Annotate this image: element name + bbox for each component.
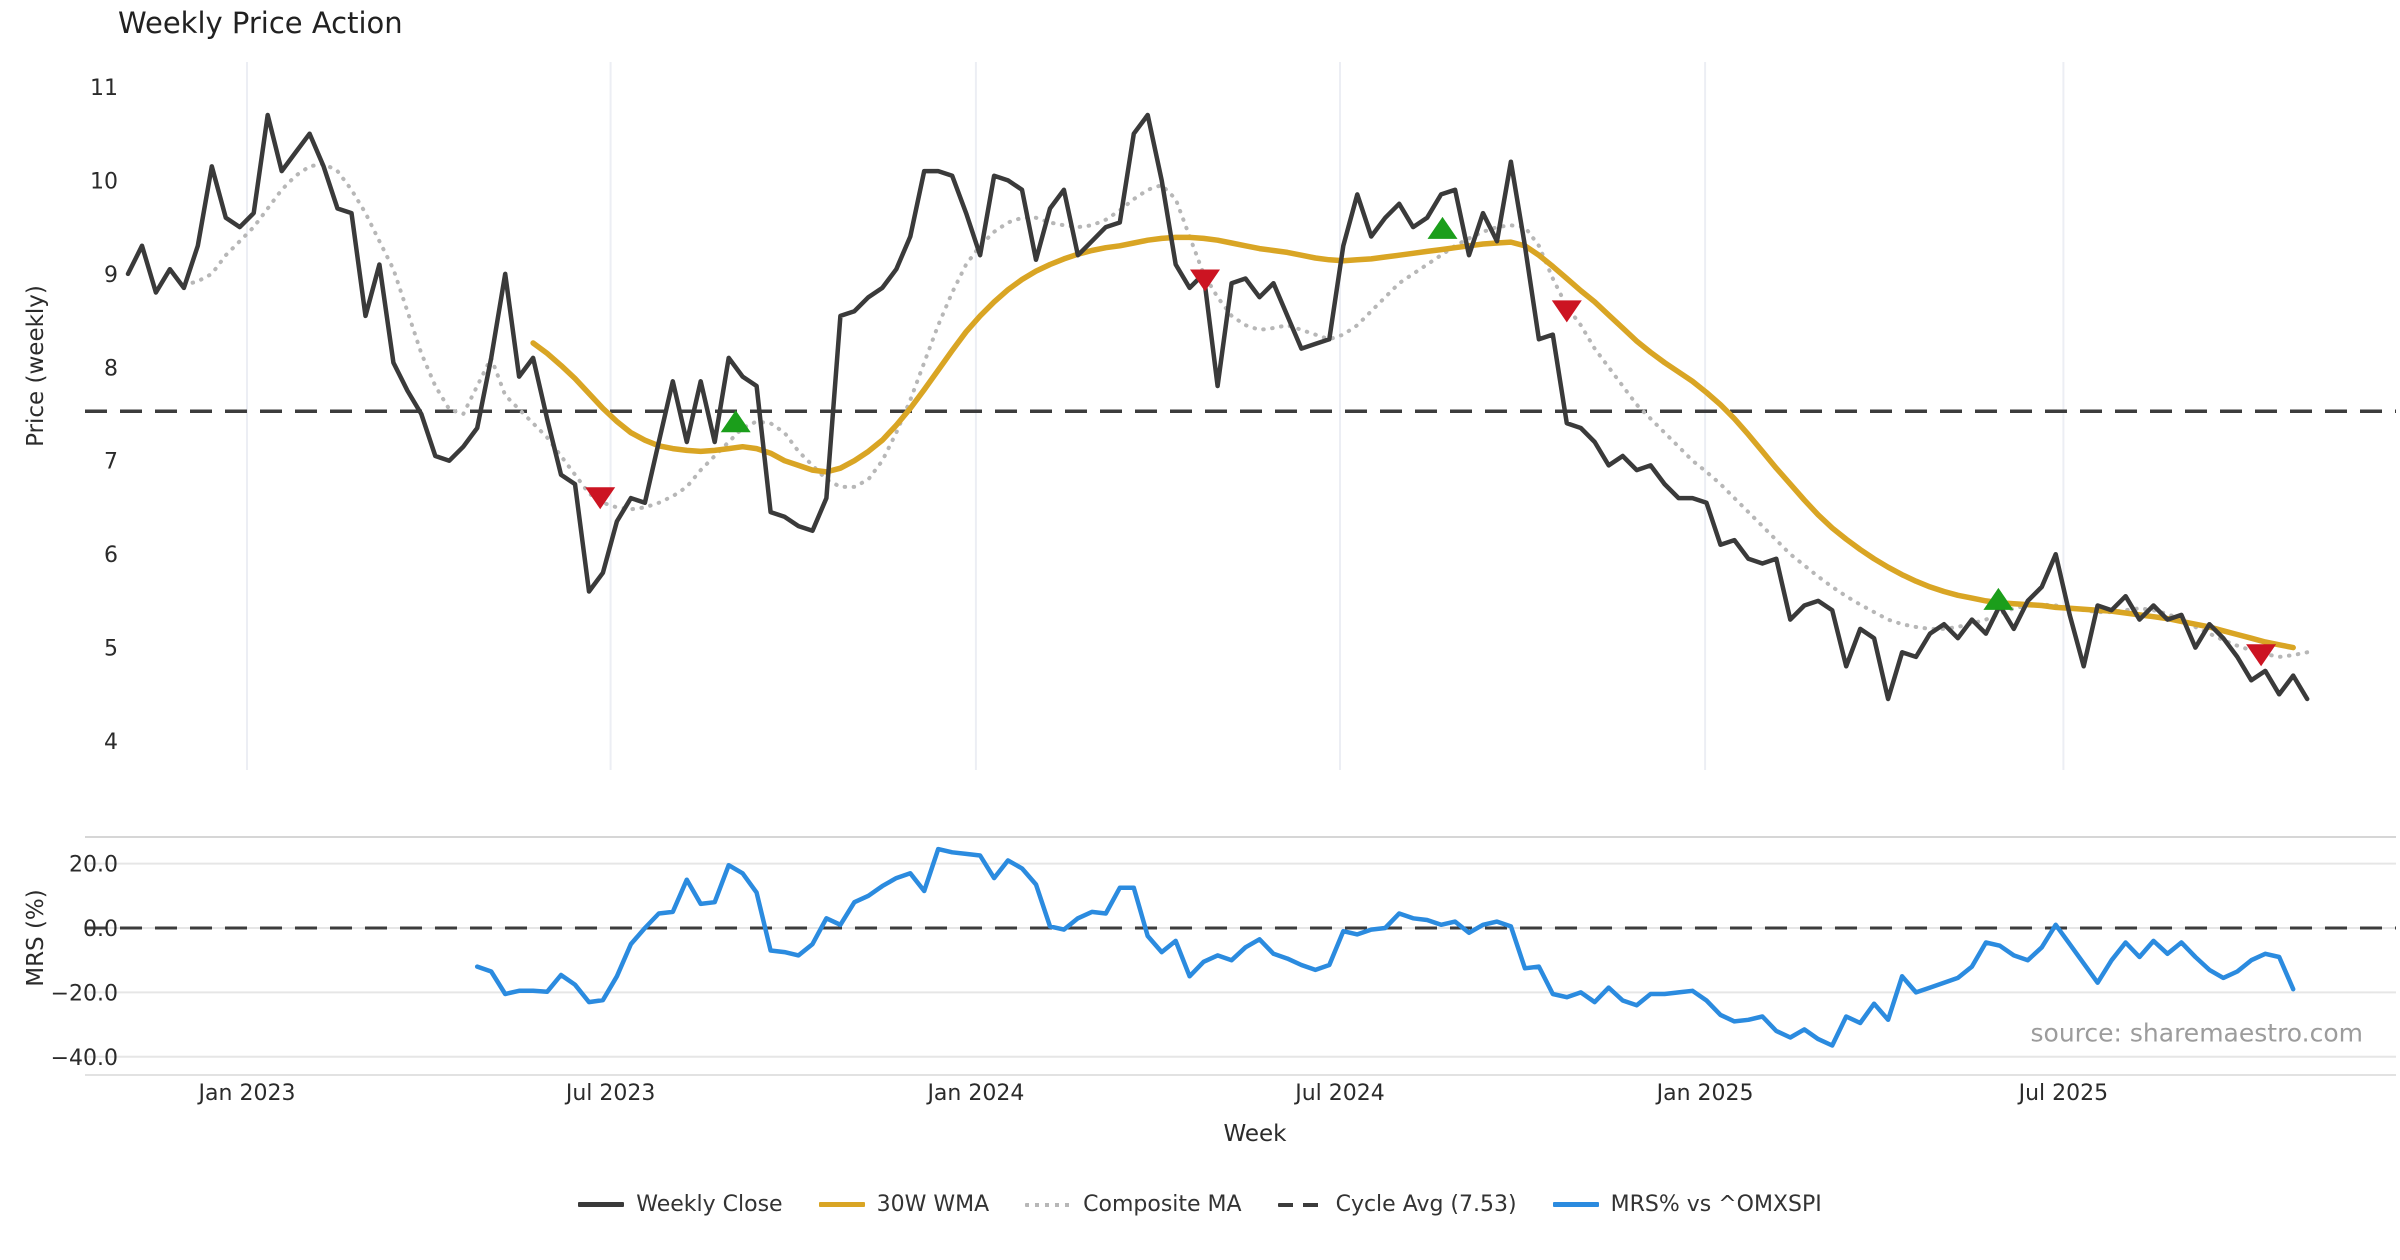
- weekly-close-line-swatch-icon: [578, 1202, 625, 1207]
- buy-marker-icon: [720, 410, 751, 433]
- source-credit: source: sharemaestro.com: [2030, 1018, 2364, 1048]
- chart-title: Weekly Price Action: [118, 6, 403, 40]
- buy-marker-icon: [1427, 216, 1458, 239]
- month-tick-label: Jan 2024: [925, 1081, 1024, 1106]
- legend-item-composite-ma: Composite MA: [1025, 1192, 1242, 1217]
- legend-item-mrs: MRS% vs ^OMXSPI: [1552, 1192, 1822, 1217]
- price-tick-label: 4: [104, 730, 118, 755]
- mrs-tick-label: −40.0: [51, 1046, 118, 1071]
- legend-item-weekly-close: Weekly Close: [578, 1192, 783, 1217]
- weekly-close-line: [125, 112, 2310, 702]
- price-tick-label: 11: [90, 76, 118, 101]
- sell-marker-icon: [1190, 269, 1220, 292]
- mrs-tick-label: 20.0: [69, 853, 118, 878]
- legend-label: 30W WMA: [876, 1192, 990, 1217]
- buy-marker-icon: [1983, 587, 2014, 610]
- legend-label: Cycle Avg (7.53): [1335, 1192, 1517, 1217]
- wma-line-swatch-icon: [818, 1202, 865, 1207]
- legend-item-30w-wma: 30W WMA: [818, 1192, 990, 1217]
- mrs-tick-label: 0.0: [83, 917, 118, 942]
- legend-label: Composite MA: [1083, 1192, 1242, 1217]
- price-tick-label: 7: [104, 450, 118, 475]
- chart-legend: Weekly Close 30W WMA Composite MA Cycle …: [0, 1192, 2400, 1217]
- month-tick-label: Jul 2025: [2017, 1081, 2109, 1106]
- month-tick-label: Jul 2024: [1293, 1081, 1385, 1106]
- price-tick-label: 6: [104, 543, 118, 568]
- mrs-line: [474, 846, 2296, 1048]
- legend-item-cycle-avg: Cycle Avg (7.53): [1277, 1192, 1517, 1217]
- composite-ma-line: [181, 161, 2310, 659]
- cycle-avg-swatch-icon: [1277, 1202, 1324, 1207]
- mrs-tick-label: −20.0: [51, 981, 118, 1006]
- price-tick-label: 10: [90, 169, 118, 194]
- week-axis-label: Week: [1223, 1121, 1287, 1147]
- sell-marker-icon: [585, 487, 616, 510]
- legend-label: MRS% vs ^OMXSPI: [1610, 1192, 1822, 1217]
- price-tick-label: 8: [104, 356, 118, 381]
- sell-marker-icon: [1551, 300, 1582, 323]
- month-tick-label: Jul 2023: [564, 1081, 656, 1106]
- legend-label: Weekly Close: [636, 1192, 783, 1217]
- price-tick-label: 5: [104, 637, 118, 662]
- wma-30w-line: [530, 234, 2296, 651]
- month-tick-label: Jan 2023: [197, 1081, 296, 1106]
- composite-ma-swatch-icon: [1025, 1202, 1072, 1207]
- month-tick-label: Jan 2025: [1655, 1081, 1754, 1106]
- sell-marker-icon: [2246, 644, 2277, 667]
- price-tick-label: 9: [104, 263, 118, 288]
- mrs-line-swatch-icon: [1552, 1202, 1599, 1207]
